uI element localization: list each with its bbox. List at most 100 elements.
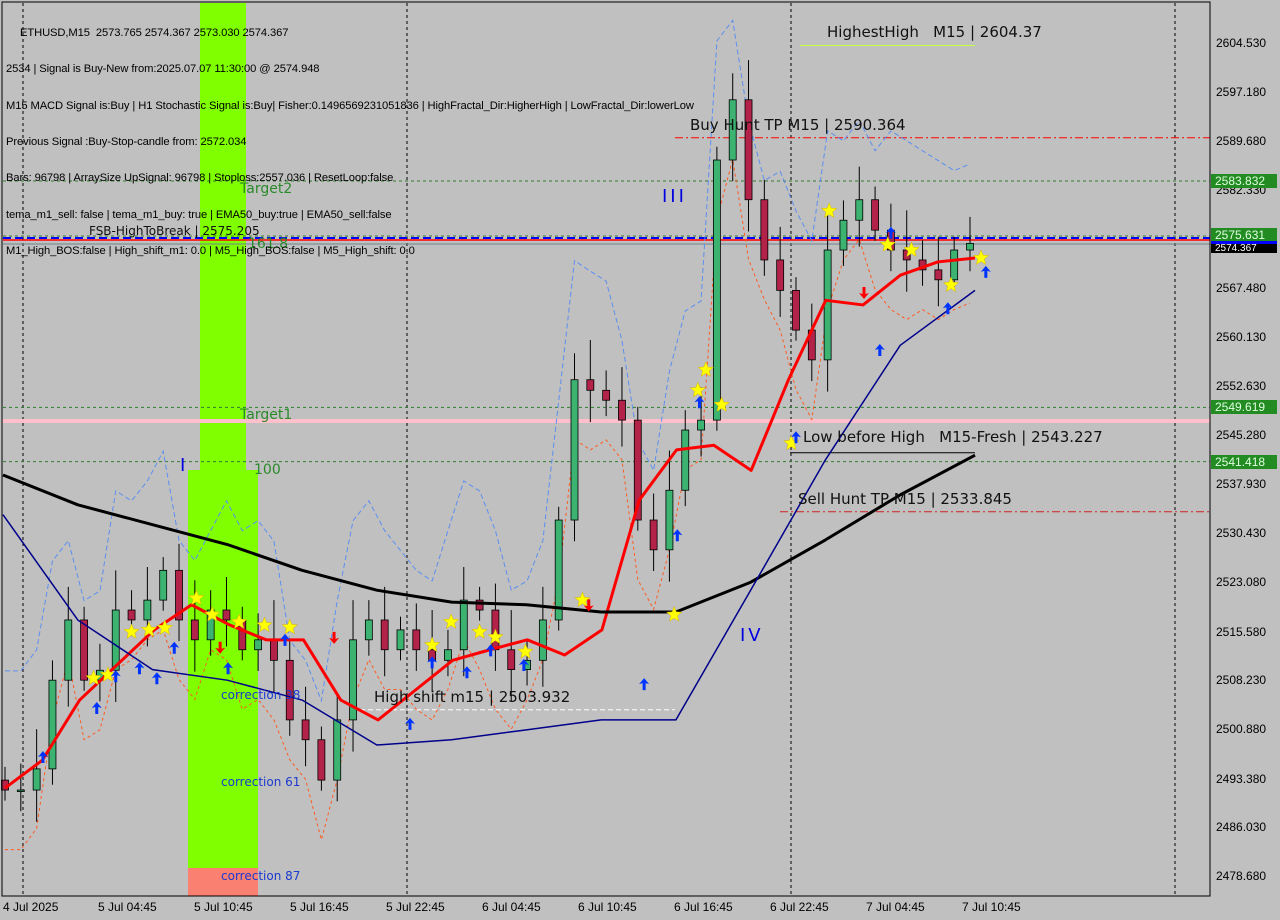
signal-star-icon [972,249,990,265]
sell-arrow-icon [329,631,340,644]
candle-body [950,249,959,281]
candle-body [697,419,705,431]
signal-star-icon [879,236,896,252]
level-lines [3,19,1210,851]
price-tick: 2493.380 [1216,771,1267,786]
candle-body [254,639,263,651]
candle-body [317,739,326,781]
time-tick: 6 Jul 10:45 [578,900,637,914]
candle-body [127,609,136,621]
candle-body [602,389,611,401]
candle-body [190,619,199,641]
buy-arrow-icon [518,658,529,671]
buy-arrow-icon [169,641,180,654]
highest-high-label: HighestHigh M15 | 2604.37 [827,23,1042,41]
target1-label: Target1 [240,407,293,423]
candle-body [159,569,168,601]
grid [22,3,1176,895]
signal-star-icon [820,202,838,218]
candles [1,60,974,822]
signal-star-icon [442,613,460,629]
candle-body [64,619,73,681]
candle-body [839,219,848,251]
candle-body [111,609,120,671]
buy-arrow-icon [885,226,896,239]
sell-arrow-icon [583,599,594,612]
buy-arrow-icon [485,644,496,657]
buy-arrow-icon [223,662,234,675]
price-tag: 2549.619 [1211,400,1277,415]
signal-star-icon [689,381,707,398]
current-price-tag: 2574.367 [1211,240,1277,253]
candle-body [871,199,879,231]
time-tick: 5 Jul 10:45 [194,900,253,914]
buy-arrow-icon [639,678,650,691]
candle-body [649,519,658,551]
signal-star-icon [713,396,730,412]
buy-arrow-icon [427,656,438,669]
candle-body [712,159,721,421]
signal-star-icon [281,618,299,635]
candle-body [380,619,389,651]
price-tick: 2478.680 [1216,868,1267,883]
candle-body [349,639,357,721]
signal-star-icon [156,619,174,635]
candle-body [16,789,25,792]
target2-label: Target2 [240,181,293,197]
candle-body [570,379,579,521]
signal-star-icon [203,605,221,622]
candle-body [459,599,468,651]
mid-ma-line [2,289,976,746]
time-tick: 7 Jul 10:45 [962,900,1021,914]
candle-body [444,649,452,661]
price-tick: 2500.880 [1216,721,1267,736]
signal-star-icon [487,628,504,645]
time-tick: 6 Jul 04:45 [482,900,541,914]
candle-body [270,639,278,661]
sell-arrow-icon [859,287,870,300]
candle-body [855,199,864,221]
buy-arrow-icon [874,343,885,356]
candle-body [966,243,974,251]
signal-star-icon [188,589,205,606]
price-tick: 2552.630 [1216,379,1267,394]
candle-body [475,599,484,611]
time-tick: 5 Jul 22:45 [386,900,445,914]
signal-star-icon [85,669,102,686]
candle-body [633,419,642,521]
buy-hunt-tp-label: Buy Hunt TP M15 | 2590.364 [690,116,906,134]
signal-star-icon [256,616,273,633]
buy-arrow-icon [280,633,291,646]
buy-arrow-icon [942,302,953,315]
info-line: Previous Signal :Buy-Stop-candle from: 2… [6,136,247,149]
buy-arrow-icon [134,662,145,675]
candle-body [934,269,943,281]
price-tick: 2567.480 [1216,281,1267,296]
info-line: M1_High_BOS:false | High_shift_m1: 0.0 |… [6,244,415,257]
price-tick: 2508.230 [1216,673,1267,688]
symbol-line: ETHUSD,M15 2573.765 2574.367 2573.030 25… [20,27,289,40]
signal-star-icon [99,666,117,682]
fib-100-label: 100 [254,462,281,478]
candle-body [80,619,88,681]
fib-zone-lower [188,470,258,868]
buy-arrow-icon [37,750,48,763]
info-line: 2534 | Signal is Buy-New from:2025.07.07… [6,63,320,76]
signal-star-icon [697,361,715,377]
candle-body [412,629,421,651]
correction-87-label: correction 87 [221,869,301,883]
candle-body [364,619,373,641]
price-tick: 2604.530 [1216,36,1267,50]
candle-body [760,199,769,261]
buy-arrow-icon [461,666,472,679]
wave-4-label: IV [740,625,764,646]
price-tag: 2541.418 [1211,454,1277,469]
price-tick: 2486.030 [1216,820,1267,835]
candle-body [48,679,57,770]
price-tag: 2583.832 [1211,173,1277,188]
sell-arrow-icon [215,641,226,654]
candle-body [681,429,690,491]
fsb-high-label: FSB-HighToBreak | 2575.205 [89,224,260,238]
signal-star-icon [471,623,488,639]
